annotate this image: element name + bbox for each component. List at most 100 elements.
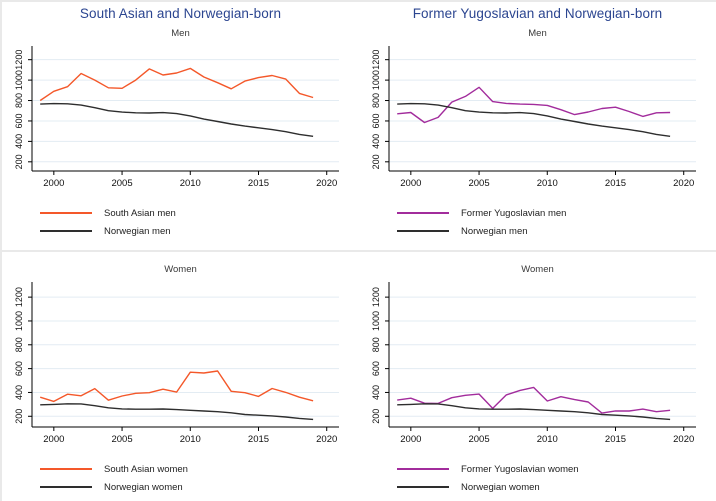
legend-item: Norwegian women [397, 478, 716, 496]
svg-text:600: 600 [371, 113, 381, 128]
chart-legend: South Asian women Norwegian women [40, 460, 359, 496]
svg-text:2010: 2010 [537, 434, 558, 445]
series-line-former-yugoslavian-women [397, 386, 671, 414]
gridlines [389, 296, 696, 417]
legend-label: Norwegian men [104, 225, 171, 237]
svg-text:800: 800 [371, 93, 381, 108]
svg-text:600: 600 [14, 361, 24, 376]
chart-subtitle: Men [528, 28, 547, 39]
svg-text:1200: 1200 [14, 50, 24, 70]
legend-line-swatch [40, 212, 92, 214]
panel-south-asian-men: South Asian and Norwegian-born Men 200 40… [2, 2, 359, 250]
chart-plot-area: 200 400 600 800 1000 1200 2000 2005 2010 2015 2020 [4, 277, 359, 454]
charts-row-women: Women 200 400 600 800 1000 1200 2000 2005 2010 20… [2, 250, 716, 501]
svg-text:1200: 1200 [371, 50, 381, 70]
svg-text:200: 200 [14, 409, 24, 424]
svg-text:2015: 2015 [248, 434, 269, 445]
svg-text:400: 400 [14, 134, 24, 149]
chart-plot-area: 200 400 600 800 1000 1200 2000 2005 2010 2015 2020 [361, 277, 716, 454]
chart-legend: South Asian men Norwegian men [40, 204, 359, 240]
column-title-yugoslavian: Former Yugoslavian and Norwegian-born [412, 6, 663, 21]
svg-text:2005: 2005 [111, 178, 132, 189]
legend-label: Former Yugoslavian men [461, 207, 567, 219]
svg-text:2010: 2010 [537, 178, 558, 189]
series-line-norwegian-women [40, 403, 314, 421]
svg-text:2010: 2010 [180, 434, 201, 445]
svg-text:1200: 1200 [371, 287, 381, 307]
svg-text:400: 400 [371, 134, 381, 149]
svg-text:2005: 2005 [468, 178, 489, 189]
chart-legend: Former Yugoslavian men Norwegian men [397, 204, 716, 240]
svg-text:2015: 2015 [605, 178, 626, 189]
svg-text:2000: 2000 [43, 178, 64, 189]
svg-text:2005: 2005 [111, 434, 132, 445]
svg-text:1000: 1000 [371, 70, 381, 90]
legend-line-swatch [40, 230, 92, 232]
gridlines [389, 59, 696, 163]
series-line-south-asian-women [39, 370, 314, 403]
chart-plot-area: 200 400 600 800 1000 1200 2000 2005 2010 2015 2020 [4, 41, 359, 198]
svg-text:2005: 2005 [468, 434, 489, 445]
chart-plot-area: 200 400 600 800 1000 1200 2000 2005 2010 2015 2020 [361, 41, 716, 198]
legend-item: Norwegian men [40, 222, 359, 240]
series-line-norwegian-women [397, 403, 671, 421]
svg-text:2015: 2015 [248, 178, 269, 189]
svg-text:2010: 2010 [180, 178, 201, 189]
svg-text:600: 600 [371, 361, 381, 376]
charts-row-men: South Asian and Norwegian-born Men 200 40… [2, 0, 716, 250]
panel-south-asian-women: Women 200 400 600 800 1000 1200 2000 2005 2010 20… [2, 252, 359, 501]
svg-text:400: 400 [371, 385, 381, 400]
svg-text:800: 800 [371, 337, 381, 352]
legend-item: Norwegian women [40, 478, 359, 496]
legend-label: Norwegian women [461, 481, 540, 493]
gridlines [32, 59, 339, 163]
svg-text:1000: 1000 [14, 311, 24, 331]
series-line-south-asian-men [39, 67, 314, 102]
series-line-norwegian-men [40, 102, 314, 137]
svg-text:1200: 1200 [14, 287, 24, 307]
series-line-norwegian-men [397, 102, 671, 137]
svg-text:200: 200 [371, 409, 381, 424]
svg-text:2020: 2020 [673, 434, 694, 445]
panel-yugoslavian-women: Women 200 400 600 800 1000 1200 2000 2005 2010 20… [359, 252, 716, 501]
legend-line-swatch [397, 212, 449, 214]
svg-text:2000: 2000 [400, 178, 421, 189]
legend-line-swatch [40, 486, 92, 488]
y-tick-labels: 200 400 600 800 1000 1200 [371, 287, 389, 424]
svg-text:2020: 2020 [316, 434, 337, 445]
y-tick-labels: 200 400 600 800 1000 1200 [14, 287, 32, 424]
svg-text:2000: 2000 [43, 434, 64, 445]
svg-text:800: 800 [14, 93, 24, 108]
legend-item: Former Yugoslavian women [397, 460, 716, 478]
svg-text:200: 200 [14, 154, 24, 169]
chart-subtitle: Women [164, 264, 197, 275]
svg-text:2015: 2015 [605, 434, 626, 445]
legend-line-swatch [40, 468, 92, 470]
svg-text:800: 800 [14, 337, 24, 352]
gridlines [32, 296, 339, 417]
legend-item: Former Yugoslavian men [397, 204, 716, 222]
svg-text:400: 400 [14, 385, 24, 400]
svg-text:2020: 2020 [316, 178, 337, 189]
legend-item: South Asian men [40, 204, 359, 222]
svg-text:1000: 1000 [14, 70, 24, 90]
legend-line-swatch [397, 468, 449, 470]
x-tick-labels: 2000 2005 2010 2015 2020 [400, 171, 694, 189]
panel-yugoslavian-men: Former Yugoslavian and Norwegian-born Me… [359, 2, 716, 250]
column-title-south-asian: South Asian and Norwegian-born [79, 6, 282, 21]
x-tick-labels: 2000 2005 2010 2015 2020 [400, 427, 694, 445]
x-tick-labels: 2000 2005 2010 2015 2020 [43, 427, 337, 445]
chart-legend: Former Yugoslavian women Norwegian women [397, 460, 716, 496]
chart-subtitle: Women [521, 264, 554, 275]
svg-text:2020: 2020 [673, 178, 694, 189]
x-tick-labels: 2000 2005 2010 2015 2020 [43, 171, 337, 189]
legend-label: Norwegian men [461, 225, 528, 237]
legend-item: Norwegian men [397, 222, 716, 240]
line-chart-svg: 200 400 600 800 1000 1200 2000 2005 2010 2015 2020 [14, 282, 339, 445]
series-line-former-yugoslavian-men [397, 86, 671, 124]
legend-label: Former Yugoslavian women [461, 463, 579, 475]
